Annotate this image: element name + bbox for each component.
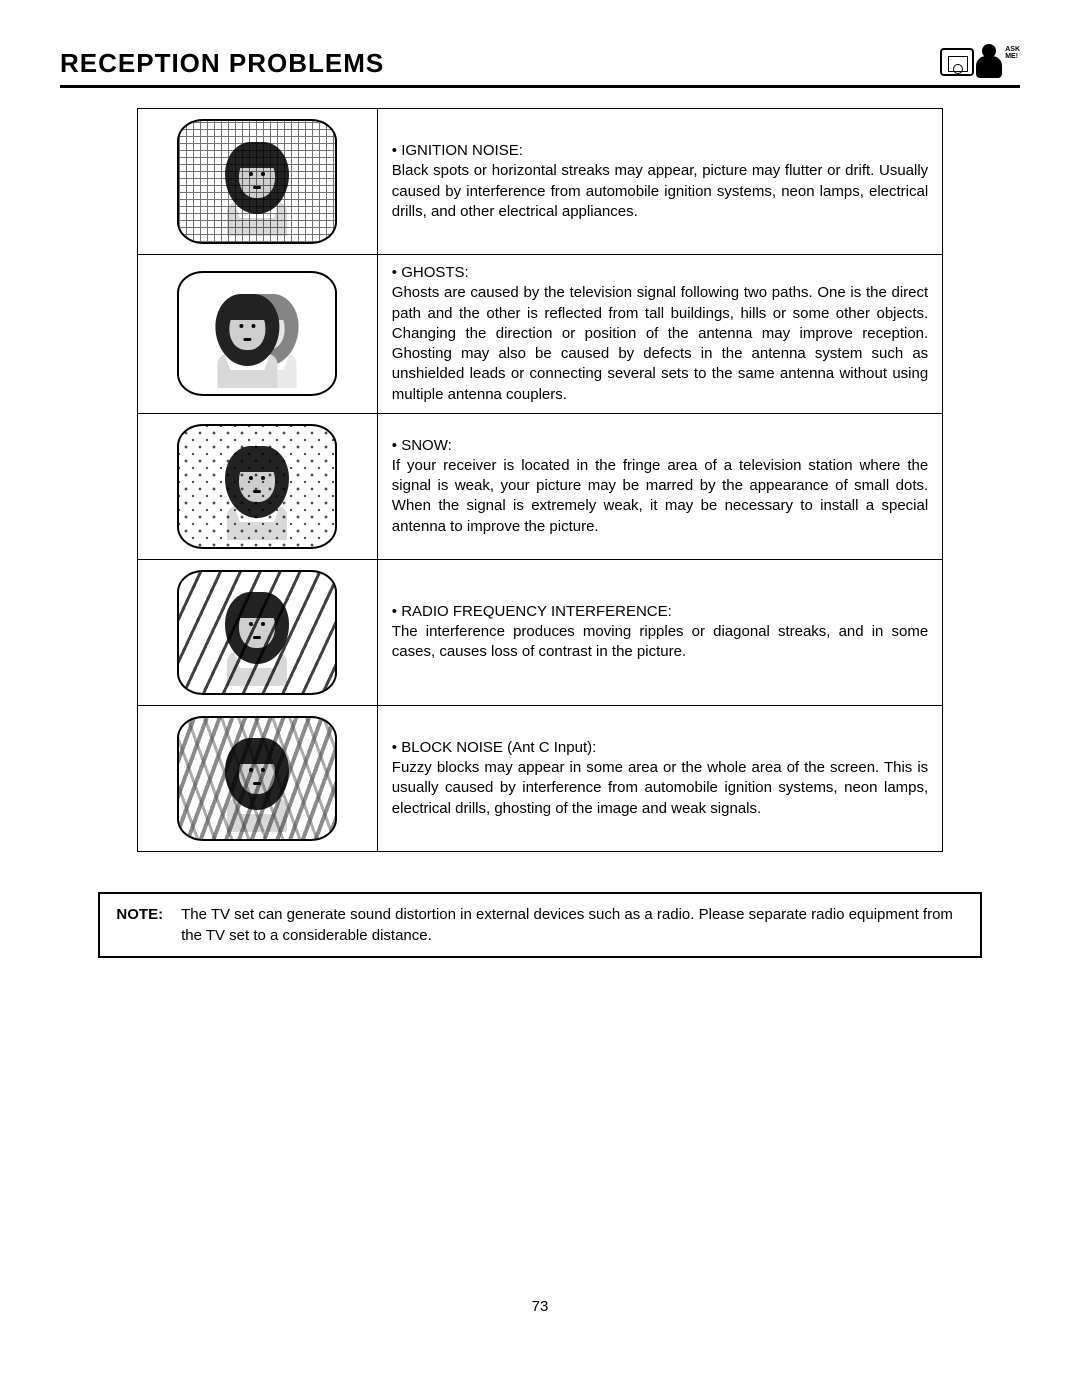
table-row: • IGNITION NOISE: Black spots or horizon…	[137, 109, 942, 255]
illustration-snow	[137, 413, 377, 559]
note-label: NOTE:	[116, 904, 163, 946]
problem-title: • RADIO FREQUENCY INTERFERENCE:	[392, 602, 928, 622]
illustration-ghosts	[137, 255, 377, 414]
table-row: • GHOSTS: Ghosts are caused by the telev…	[137, 255, 942, 414]
problem-text: • IGNITION NOISE: Black spots or horizon…	[377, 109, 942, 255]
problem-title: • BLOCK NOISE (Ant C Input):	[392, 738, 928, 758]
problem-body: If your receiver is located in the fring…	[392, 457, 928, 535]
problem-body: The interference produces moving ripples…	[392, 623, 928, 660]
person-icon	[976, 44, 1004, 80]
title-rule	[60, 85, 1020, 88]
table-row: • BLOCK NOISE (Ant C Input): Fuzzy block…	[137, 705, 942, 851]
note-text: The TV set can generate sound distortion…	[181, 904, 964, 946]
problem-body: Ghosts are caused by the television sign…	[392, 284, 928, 402]
problem-text: • BLOCK NOISE (Ant C Input): Fuzzy block…	[377, 705, 942, 851]
illustration-rfi	[137, 559, 377, 705]
illustration-ignition-noise	[137, 109, 377, 255]
problem-text: • SNOW: If your receiver is located in t…	[377, 413, 942, 559]
table-row: • SNOW: If your receiver is located in t…	[137, 413, 942, 559]
ask-me-label: ASK ME!	[1005, 46, 1020, 60]
table-row: • RADIO FREQUENCY INTERFERENCE: The inte…	[137, 559, 942, 705]
problem-text: • GHOSTS: Ghosts are caused by the telev…	[377, 255, 942, 414]
problem-title: • IGNITION NOISE:	[392, 141, 928, 161]
problem-title: • GHOSTS:	[392, 263, 928, 283]
tv-icon	[940, 48, 974, 76]
problems-table: • IGNITION NOISE: Black spots or horizon…	[137, 108, 943, 852]
page-number: 73	[60, 1298, 1020, 1315]
problem-body: Fuzzy blocks may appear in some area or …	[392, 759, 928, 817]
note-box: NOTE: The TV set can generate sound dist…	[98, 892, 981, 958]
page-header: RECEPTION PROBLEMS ASK ME!	[60, 40, 1020, 85]
page-title: RECEPTION PROBLEMS	[60, 48, 384, 79]
problem-title: • SNOW:	[392, 436, 928, 456]
problem-body: Black spots or horizontal streaks may ap…	[392, 162, 928, 220]
illustration-block-noise	[137, 705, 377, 851]
problem-text: • RADIO FREQUENCY INTERFERENCE: The inte…	[377, 559, 942, 705]
ask-me-icon: ASK ME!	[940, 40, 1020, 85]
